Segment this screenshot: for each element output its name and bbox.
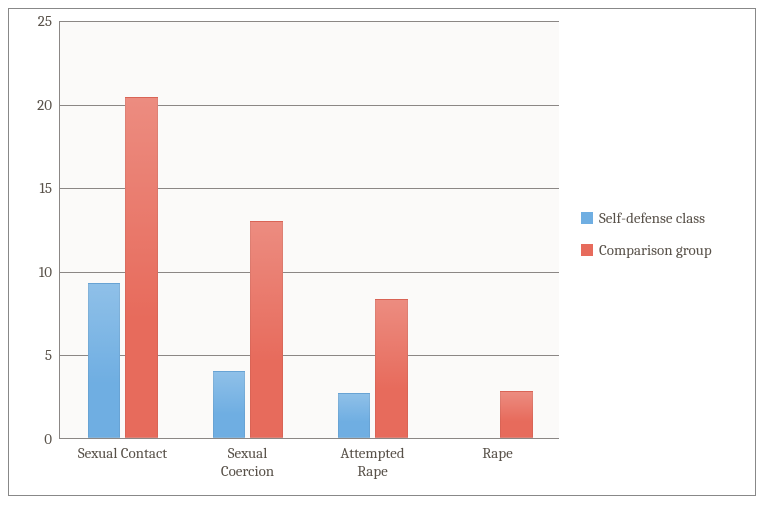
bar bbox=[88, 283, 121, 438]
legend-swatch bbox=[581, 212, 593, 224]
ytick-label: 10 bbox=[39, 263, 52, 281]
plot-area: 0510152025Sexual ContactSexual CoercionA… bbox=[59, 21, 559, 439]
legend: Self-defense class Comparison group bbox=[581, 209, 712, 273]
xtick-label: Sexual Coercion bbox=[221, 438, 274, 480]
xtick-label: Rape bbox=[482, 438, 513, 462]
bar bbox=[375, 299, 408, 438]
ytick-label: 20 bbox=[37, 96, 52, 114]
bar bbox=[125, 97, 158, 438]
legend-item: Comparison group bbox=[581, 241, 712, 259]
ytick-label: 0 bbox=[44, 430, 52, 448]
ytick-label: 15 bbox=[39, 179, 52, 197]
bar bbox=[213, 371, 246, 438]
legend-item: Self-defense class bbox=[581, 209, 712, 227]
bar bbox=[250, 221, 283, 438]
bar bbox=[500, 391, 533, 438]
ytick-label: 5 bbox=[45, 346, 52, 364]
gridline bbox=[60, 21, 559, 22]
bar bbox=[338, 393, 371, 438]
chart-frame: 0 5 10 15 20 25 Sexual Contact Sexual Coercion A… bbox=[8, 8, 756, 496]
legend-label: Comparison group bbox=[599, 241, 712, 259]
xtick-label: Sexual Contact bbox=[78, 438, 167, 462]
legend-label: Self-defense class bbox=[599, 209, 705, 227]
xtick-label: Attempted Rape bbox=[340, 438, 404, 480]
ytick-label: 25 bbox=[38, 12, 52, 30]
legend-swatch bbox=[581, 244, 593, 256]
